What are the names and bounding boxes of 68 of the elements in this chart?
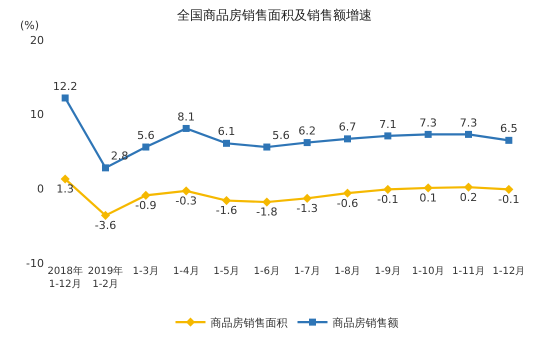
data-label: 5.6 [137,128,155,142]
x-tick-label: 1-3月 [132,266,159,277]
point [344,135,351,142]
x-tick-label: 1-10月 [412,266,445,277]
y-tick-label: 20 [30,34,44,47]
x-tick-label: 1-9月 [374,266,401,277]
x-tick-label: 1-5月 [213,266,240,277]
data-label: 6.7 [338,120,356,134]
x-tick-label: 1-7月 [294,266,320,277]
point [60,174,70,184]
point [304,139,311,146]
x-tick-label: 1-12月 [492,266,526,277]
data-label: -0.1 [377,193,399,206]
point [342,188,352,198]
y-axis-title: (%) [20,19,40,32]
data-label: -1.3 [296,202,318,215]
data-label: 5.6 [272,128,290,142]
data-label: -3.6 [94,219,116,232]
data-label: 6.2 [298,124,316,138]
x-tick-label: 2019年 1-2月 [88,265,124,290]
x-tick-label: 1-11月 [452,266,485,277]
data-label: 7.3 [460,116,478,130]
point [182,124,190,132]
data-label: 7.1 [379,118,397,131]
x-tick-label: 2018年 1-12月 [47,265,83,290]
y-tick-label: -10 [26,256,44,270]
data-label: 7.3 [419,116,437,130]
x-tick-label: 1-6月 [254,266,280,277]
point [223,140,230,147]
data-label: 0.2 [460,190,478,204]
point [182,186,191,196]
legend-label: 商品房销售额 [332,316,398,330]
data-label: -0.1 [498,193,520,206]
point [142,144,150,151]
y-tick-label: 10 [30,108,44,122]
point [302,194,312,203]
point [505,136,512,144]
point [62,94,69,102]
data-label: 6.1 [218,125,236,138]
data-label: -0.6 [336,196,358,210]
data-label: -0.9 [135,198,157,212]
point [384,132,392,140]
data-label: 1.3 [56,182,74,196]
point [263,144,270,151]
data-label: 0.1 [419,192,437,205]
point [141,190,150,200]
data-label: 8.1 [177,110,195,124]
data-label: 2.8 [110,150,128,163]
point [383,184,392,194]
point [424,130,432,138]
y-tick-label: 0 [37,182,44,196]
point [504,184,514,194]
x-tick-label: 1-4月 [173,266,200,277]
point [424,183,433,192]
data-label: 6.5 [500,122,518,136]
x-tick-label: 1-8月 [334,266,361,277]
chart-title: 全国商品房销售面积及销售额增速 [177,8,372,24]
data-label: -0.3 [175,194,197,208]
data-label: -1.6 [216,204,238,218]
data-label: 12.2 [52,80,78,93]
legend-label: 商品房销售面积 [210,316,288,330]
point [465,130,472,138]
data-label: -1.8 [256,206,278,219]
point [100,210,110,220]
point [464,182,474,192]
point [262,198,272,207]
point [102,164,109,172]
point [222,196,232,206]
